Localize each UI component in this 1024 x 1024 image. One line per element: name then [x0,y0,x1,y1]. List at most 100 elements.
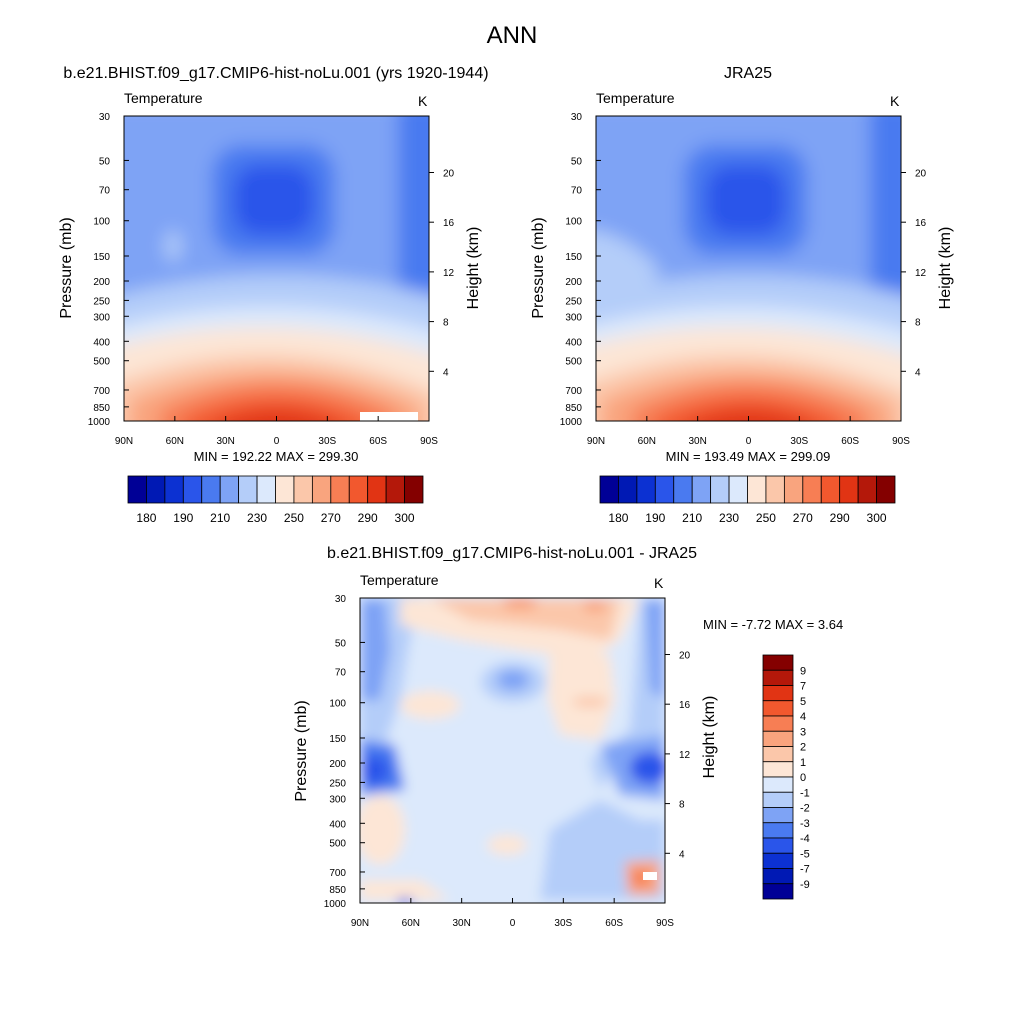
y-right-tick-label: 12 [443,268,455,279]
panel-jra25: JRA25 Temperature K 30507010015020025030… [530,65,954,525]
colorbar-swatch [802,475,822,504]
y-tick-label: 300 [565,312,582,323]
y-tick-label: 500 [329,839,346,850]
colorbar-swatch [857,475,877,504]
colorbar-swatch [654,475,675,504]
colorbar-swatch [182,475,203,504]
y-axis-pressure: 30 50 70 100 150 200 250 300 400 500 700 850 1000 [324,594,365,910]
colorbar-swatch [311,475,332,504]
y-tick-label: 400 [565,337,582,348]
variable-label: Temperature [124,90,203,106]
y-tick-label: 50 [99,156,111,167]
colorbar-label: 1 [800,757,806,769]
colorbar-label: 210 [210,511,230,525]
y-tick-label: 850 [565,403,582,414]
y-tick-label: 400 [329,819,346,830]
y-right-tick-label: 8 [679,800,685,811]
y-right-tick-label: 20 [915,168,927,179]
colorbar-label: 180 [136,511,156,525]
colorbar-label: -4 [800,833,810,845]
colorbar-swatch [164,475,184,504]
x-axis-latitude: 90N 60N 30N 0 30S 60S 90S [587,416,910,447]
colorbar-swatch [636,475,656,504]
colorbar-label: 3 [800,726,806,738]
x-tick-label: 60N [402,918,420,929]
colorbar-swatch [762,685,794,702]
x-tick-label: 30N [688,436,706,447]
x-tick-label: 60S [369,436,387,447]
colorbar-label: 210 [682,511,702,525]
colorbar-swatch [275,475,295,504]
x-tick-label: 90S [892,436,910,447]
x-tick-label: 0 [510,918,516,929]
colorbar-swatch [330,475,350,504]
min-max-label: MIN = 193.49 MAX = 299.09 [666,449,831,464]
y-tick-label: 200 [329,759,346,770]
y-axis-height: 20 16 12 8 4 [901,168,927,378]
panel-difference: b.e21.BHIST.f09_g17.CMIP6-hist-noLu.001 … [293,545,843,929]
y-right-tick-label: 4 [679,849,685,860]
y-right-tick-label: 4 [443,367,449,378]
min-max-label: MIN = 192.22 MAX = 299.30 [194,449,359,464]
colorbar-swatch [762,669,794,686]
colorbar-swatch [762,776,794,793]
colorbar-swatch [762,761,794,778]
y-right-tick-label: 8 [915,318,921,329]
y-tick-label: 1000 [88,417,111,428]
colorbar-label: -2 [800,803,810,815]
colorbar-label: 9 [800,665,806,677]
y-tick-label: 200 [93,277,110,288]
units-label: K [418,93,428,109]
colorbar-swatch [404,475,424,504]
y-right-tick-label: 4 [915,367,921,378]
x-tick-label: 60S [605,918,623,929]
colorbar-swatch [238,475,258,504]
colorbar-swatch [618,475,638,504]
y-tick-label: 150 [329,734,346,745]
colorbar-label: 5 [800,696,806,708]
colorbar-label: 180 [608,511,628,525]
y-axis-title: Pressure (mb) [58,217,75,318]
y-tick-label: 200 [565,277,582,288]
y-axis-right-title: Height (km) [937,227,954,310]
y-tick-label: 850 [93,403,110,414]
y-tick-label: 70 [571,186,583,197]
y-tick-label: 70 [335,668,347,679]
y-tick-label: 250 [565,296,582,307]
y-tick-label: 500 [565,357,582,368]
colorbar-swatch [348,475,369,504]
variable-label: Temperature [360,572,439,588]
colorbar: 180 190 210 230 250 270 290 300 [127,475,424,525]
y-axis-title: Pressure (mb) [293,700,310,801]
y-tick-label: 30 [571,112,583,123]
colorbar-label: 290 [358,511,378,525]
colorbar-swatch [762,883,794,900]
x-tick-label: 30S [554,918,572,929]
min-max-label: MIN = -7.72 MAX = 3.64 [703,617,843,632]
y-tick-label: 400 [93,337,110,348]
colorbar: 9 7 5 4 3 2 1 0 -1 -2 -3 -4 -5 -7 -9 [762,654,810,900]
x-tick-label: 30S [318,436,336,447]
x-tick-label: 30N [452,918,470,929]
colorbar-label: 300 [395,511,415,525]
variable-label: Temperature [596,90,675,106]
y-right-tick-label: 8 [443,318,449,329]
x-axis-latitude: 90N 60N 30N 0 30S 60S 90S [351,898,674,929]
y-tick-label: 700 [329,868,346,879]
colorbar-swatch [765,475,785,504]
colorbar-label: 250 [284,511,304,525]
colorbar-label: 230 [247,511,267,525]
colorbar-label: 2 [800,742,806,754]
colorbar-swatch [876,475,896,504]
colorbar-label: 290 [830,511,850,525]
colorbar-label: 250 [756,511,776,525]
y-tick-label: 1000 [560,417,583,428]
x-tick-label: 60N [166,436,184,447]
colorbar-swatch [691,475,712,504]
colorbar-label: 300 [867,511,887,525]
panel-title: JRA25 [724,65,772,82]
y-tick-label: 30 [335,594,347,605]
y-tick-label: 250 [329,778,346,789]
y-right-tick-label: 16 [679,700,691,711]
x-tick-label: 30S [790,436,808,447]
